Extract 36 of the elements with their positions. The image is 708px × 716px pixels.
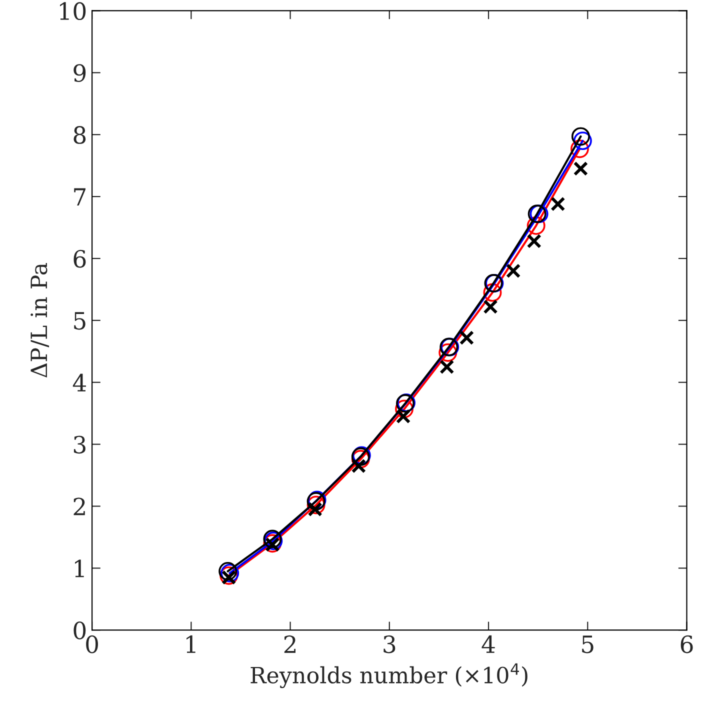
point xyxy=(395,400,414,418)
x-tick-label: 5 xyxy=(582,636,594,654)
y-tick-label: 3 xyxy=(74,436,86,454)
x-tick-label: 4 xyxy=(482,635,495,653)
point xyxy=(526,234,542,248)
point xyxy=(306,496,326,514)
x-tick-label: 0 xyxy=(86,635,98,654)
x-tick-label: 6 xyxy=(680,635,693,654)
y-tick-label: 1 xyxy=(75,560,84,578)
point xyxy=(483,299,498,314)
x-tick-label: 3 xyxy=(384,635,396,654)
x-axis-title: Reynolds number (×10$^{4}$) xyxy=(250,663,528,688)
y-tick-label: 0 xyxy=(74,622,86,640)
x-tick-label: 2 xyxy=(284,635,296,653)
point xyxy=(573,132,592,150)
point xyxy=(459,330,474,346)
y-tick-label: 7 xyxy=(74,188,86,206)
point xyxy=(438,343,458,362)
y-tick-label: 4 xyxy=(72,374,86,392)
y-tick-label: 9 xyxy=(74,64,86,82)
point xyxy=(526,216,546,235)
y-axis-title: ΔP/L in Pa xyxy=(30,263,50,378)
point xyxy=(506,264,521,278)
point xyxy=(396,409,411,424)
x-tick-label: 1 xyxy=(186,635,196,653)
y-tick-label: 5 xyxy=(74,312,86,330)
y-tick-label: 6 xyxy=(74,250,86,268)
point xyxy=(571,127,590,146)
y-tick-label: 2 xyxy=(74,498,85,516)
y-tick-label: 10 xyxy=(60,2,86,20)
point xyxy=(550,196,566,212)
point xyxy=(440,360,454,374)
point xyxy=(483,283,502,302)
y-tick-label: 8 xyxy=(74,126,86,144)
point xyxy=(573,161,588,176)
point xyxy=(570,140,589,158)
